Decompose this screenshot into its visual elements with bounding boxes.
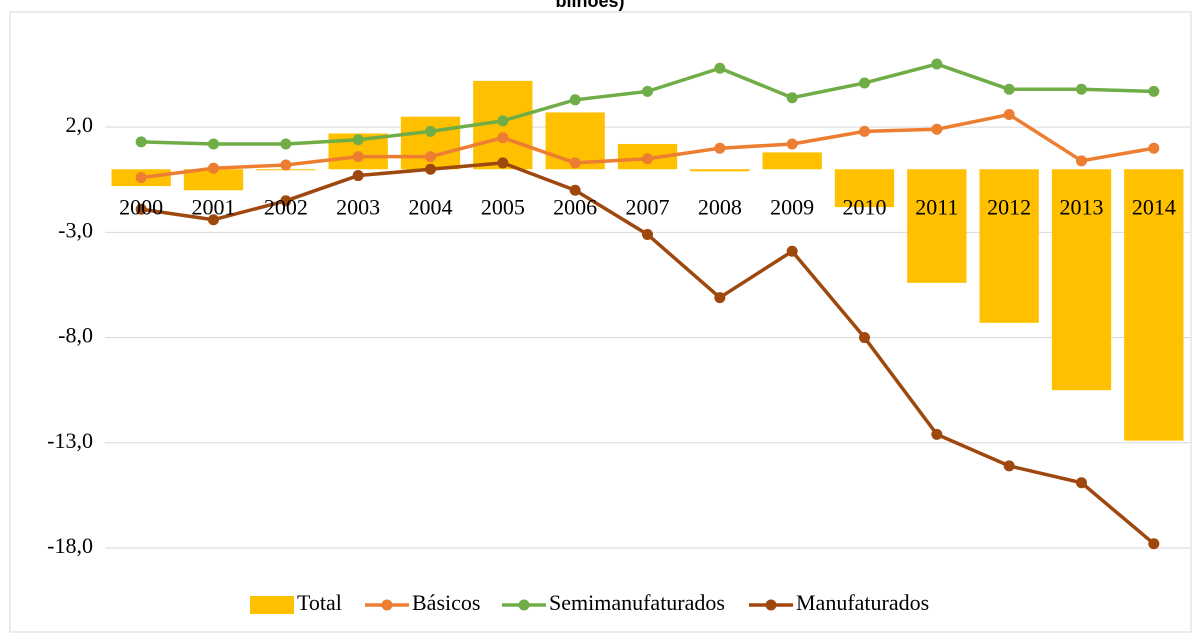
marker <box>425 125 436 137</box>
marker <box>569 157 581 169</box>
marker <box>497 115 509 127</box>
marker <box>786 92 798 104</box>
legend-label: Básicos <box>412 590 480 615</box>
chart-border <box>9 11 1192 633</box>
legend-swatch <box>518 599 530 611</box>
marker <box>786 138 798 150</box>
marker <box>1076 83 1087 95</box>
marker <box>786 245 798 257</box>
marker <box>1003 460 1015 472</box>
marker <box>569 184 581 196</box>
legend-swatch <box>250 596 294 614</box>
legend-swatch <box>765 599 777 611</box>
marker <box>208 138 219 150</box>
x-tick-label: 2011 <box>915 194 958 219</box>
x-tick-label: 2007 <box>626 194 670 219</box>
marker <box>497 132 509 144</box>
bar <box>1124 169 1184 441</box>
marker <box>425 163 436 175</box>
x-tick-label: 2006 <box>553 194 597 219</box>
lines <box>135 58 1160 550</box>
marker <box>135 172 147 184</box>
marker <box>931 123 943 135</box>
y-tick-label: -18,0 <box>47 533 93 558</box>
x-tick-label: 2010 <box>843 194 887 219</box>
marker <box>497 157 509 169</box>
y-tick-label: 2,0 <box>66 112 94 137</box>
marker <box>208 214 219 226</box>
marker <box>859 77 870 89</box>
marker <box>642 228 653 240</box>
bar <box>1051 169 1112 391</box>
marker <box>352 134 364 146</box>
marker <box>1003 83 1015 95</box>
bar <box>907 169 967 283</box>
legend-label: Total <box>297 590 342 615</box>
marker <box>931 428 943 440</box>
legend-label: Semimanufaturados <box>549 590 725 615</box>
x-tick-label: 2004 <box>409 194 453 219</box>
x-tick-label: 2005 <box>481 194 525 219</box>
marker <box>714 292 726 304</box>
y-tick-label: -3,0 <box>58 217 93 242</box>
marker <box>1148 538 1160 550</box>
marker <box>280 138 292 150</box>
x-tick-label: 2002 <box>264 194 308 219</box>
marker <box>208 162 219 174</box>
bar <box>690 169 750 172</box>
bars <box>111 80 1184 441</box>
marker <box>859 125 870 137</box>
bar <box>979 169 1039 323</box>
marker <box>714 62 726 74</box>
chart-title: bilhões) <box>555 0 624 11</box>
marker <box>1148 85 1160 97</box>
marker <box>1148 142 1160 154</box>
marker <box>135 203 147 215</box>
line <box>141 62 1154 146</box>
x-tick-label: 2009 <box>770 194 814 219</box>
marker <box>280 195 292 207</box>
marker <box>1076 477 1087 489</box>
bar <box>183 169 244 191</box>
marker <box>1076 155 1087 167</box>
marker <box>931 58 943 70</box>
x-tick-label: 2000 <box>119 194 163 219</box>
marker <box>714 142 726 154</box>
x-tick-label: 2014 <box>1132 194 1176 219</box>
marker <box>280 159 292 171</box>
marker <box>352 170 364 182</box>
y-tick-label: -8,0 <box>58 323 93 348</box>
x-tick-label: 2012 <box>987 194 1031 219</box>
y-tick-label: -13,0 <box>47 428 93 453</box>
marker <box>569 94 581 106</box>
x-tick-label: 2003 <box>336 194 380 219</box>
marker <box>352 151 364 163</box>
marker <box>425 151 436 163</box>
x-tick-label: 2013 <box>1060 194 1104 219</box>
legend-swatch <box>381 599 393 611</box>
x-tick-label: 2001 <box>192 194 236 219</box>
bar <box>762 152 822 170</box>
bar <box>834 169 895 208</box>
marker <box>642 153 653 165</box>
marker <box>859 332 870 344</box>
marker <box>642 85 653 97</box>
marker <box>135 136 147 148</box>
marker <box>1003 109 1015 121</box>
legend-label: Manufaturados <box>796 590 929 615</box>
x-tick-label: 2008 <box>698 194 742 219</box>
